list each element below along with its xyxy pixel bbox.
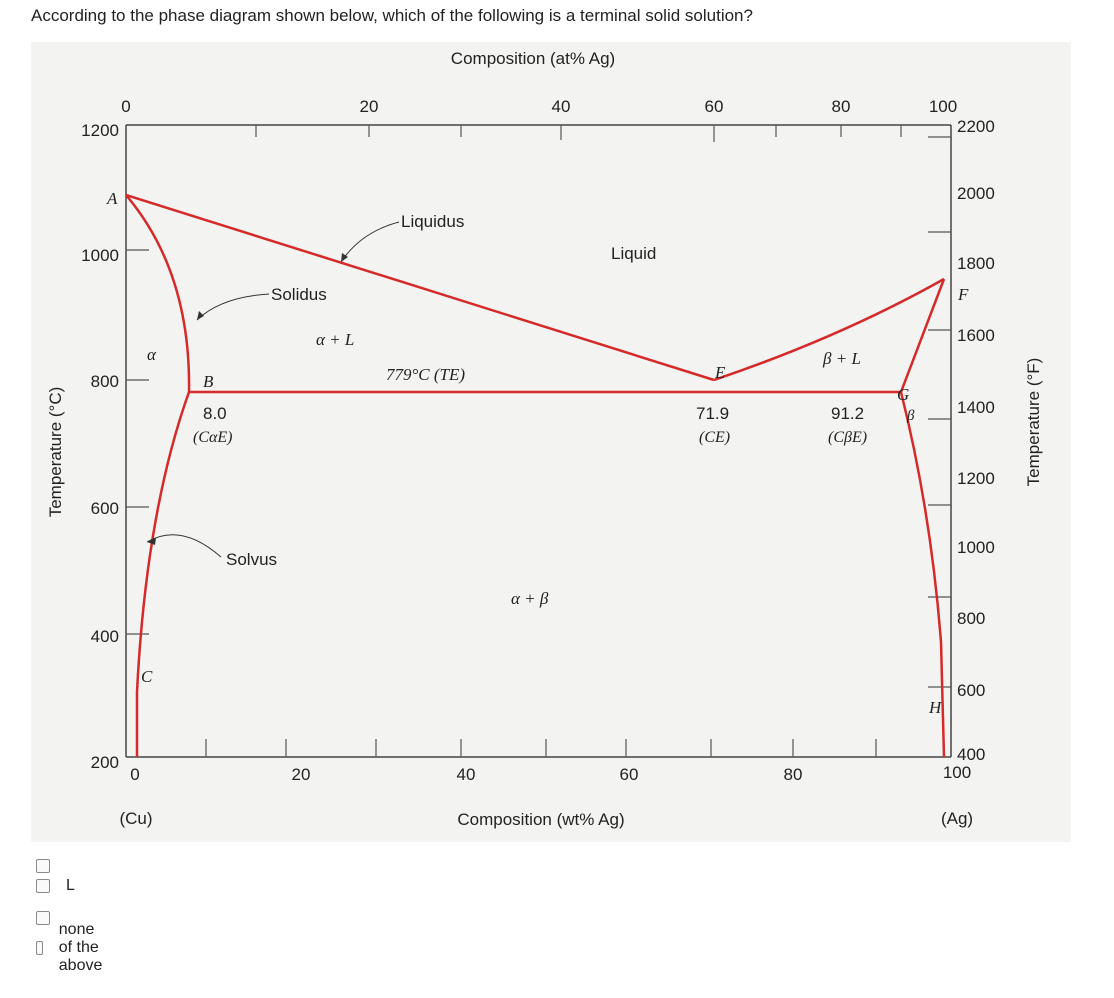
c-e-value: 71.9 bbox=[696, 404, 729, 423]
top-tick-80: 80 bbox=[832, 97, 851, 116]
left-tick-1000: 1000 bbox=[81, 246, 119, 265]
right-tick-1000: 1000 bbox=[957, 538, 995, 557]
right-tick-1400: 1400 bbox=[957, 398, 995, 417]
ag-end-label: (Ag) bbox=[941, 809, 973, 828]
bottom-tick-60: 60 bbox=[620, 765, 639, 784]
question-text: According to the phase diagram shown bel… bbox=[31, 6, 753, 25]
arrow-heads bbox=[147, 253, 348, 545]
right-tick-400: 400 bbox=[957, 745, 985, 764]
point-a-label: A bbox=[106, 189, 118, 208]
option-4[interactable]: none of the above bbox=[36, 921, 110, 974]
solidus-line-right bbox=[899, 278, 946, 393]
liquid-region-label: Liquid bbox=[611, 244, 656, 263]
liquidus-label: Liquidus bbox=[401, 212, 464, 231]
left-tick-800: 800 bbox=[91, 372, 119, 391]
option-4-label: none of the above bbox=[58, 921, 103, 974]
bottom-tick-100: 100 bbox=[943, 763, 971, 782]
bottom-tick-20: 20 bbox=[292, 765, 311, 784]
point-b-label: B bbox=[203, 372, 214, 391]
alpha-region-label: α bbox=[147, 345, 157, 364]
right-tick-1600: 1600 bbox=[957, 326, 995, 345]
right-axis-title: Temperature (°F) bbox=[1024, 358, 1043, 487]
solidus-label: Solidus bbox=[271, 285, 327, 304]
c-beta-e-symbol: (CβE) bbox=[828, 429, 867, 446]
alpha-l-region-label: α + L bbox=[316, 330, 354, 349]
option-2-checkbox[interactable] bbox=[36, 879, 50, 893]
solidus-line-left bbox=[125, 194, 191, 393]
right-tick-1200: 1200 bbox=[957, 469, 995, 488]
bottom-tick-80: 80 bbox=[784, 765, 803, 784]
option-1-checkbox[interactable] bbox=[36, 859, 50, 873]
phase-diagram: 0 20 40 60 80 100 1200 1000 800 600 400 … bbox=[31, 42, 1071, 842]
beta-region-label: β bbox=[906, 408, 915, 424]
left-tick-1200: 1200 bbox=[81, 121, 119, 140]
c-alpha-e-value: 8.0 bbox=[203, 404, 227, 423]
liquidus-line-right bbox=[713, 277, 945, 382]
point-g-label: G bbox=[897, 385, 909, 404]
beta-l-region-label: β + L bbox=[822, 349, 861, 368]
right-tick-1800: 1800 bbox=[957, 254, 995, 273]
bottom-tick-0: 0 bbox=[130, 765, 139, 784]
label-arrows bbox=[146, 221, 400, 558]
c-beta-e-value: 91.2 bbox=[831, 404, 864, 423]
option-4-checkbox[interactable] bbox=[36, 941, 43, 955]
liquidus-line-left bbox=[125, 193, 715, 382]
right-tick-600: 600 bbox=[957, 681, 985, 700]
top-tick-100: 100 bbox=[929, 97, 957, 116]
right-tick-2200: 2200 bbox=[957, 117, 995, 136]
c-e-symbol: (CE) bbox=[699, 429, 730, 446]
point-h-label: H bbox=[928, 698, 943, 717]
alpha-beta-region-label: α + β bbox=[511, 589, 549, 608]
top-tick-60: 60 bbox=[705, 97, 724, 116]
option-1[interactable] bbox=[36, 856, 66, 876]
c-alpha-e-symbol: (CαE) bbox=[193, 429, 233, 446]
option-3[interactable] bbox=[36, 908, 66, 928]
bottom-axis-title: Composition (wt% Ag) bbox=[457, 810, 624, 829]
solvus-line-right bbox=[899, 391, 946, 758]
cu-end-label: (Cu) bbox=[119, 809, 152, 828]
left-tick-400: 400 bbox=[91, 627, 119, 646]
left-axis-title: Temperature (°C) bbox=[46, 387, 65, 518]
solvus-line-left bbox=[135, 391, 191, 757]
point-f-label: F bbox=[957, 285, 969, 304]
top-tick-20: 20 bbox=[360, 97, 379, 116]
top-tick-40: 40 bbox=[552, 97, 571, 116]
top-axis-title: Composition (at% Ag) bbox=[451, 49, 615, 68]
bottom-tick-40: 40 bbox=[457, 765, 476, 784]
option-2[interactable]: L bbox=[36, 876, 75, 896]
option-3-checkbox[interactable] bbox=[36, 911, 50, 925]
point-e-label: E bbox=[714, 363, 726, 382]
option-2-label: L bbox=[66, 877, 75, 894]
top-tick-0: 0 bbox=[121, 97, 130, 116]
tick-marks bbox=[126, 125, 951, 757]
left-tick-600: 600 bbox=[91, 499, 119, 518]
right-tick-2000: 2000 bbox=[957, 184, 995, 203]
right-tick-800: 800 bbox=[957, 609, 985, 628]
left-tick-200: 200 bbox=[91, 753, 119, 772]
phase-diagram-svg: 0 20 40 60 80 100 1200 1000 800 600 400 … bbox=[46, 49, 1043, 829]
eutectic-temperature-label: 779°C (TE) bbox=[386, 365, 465, 384]
phase-boundaries bbox=[125, 193, 946, 758]
point-c-label: C bbox=[141, 667, 153, 686]
solvus-label: Solvus bbox=[226, 550, 277, 569]
